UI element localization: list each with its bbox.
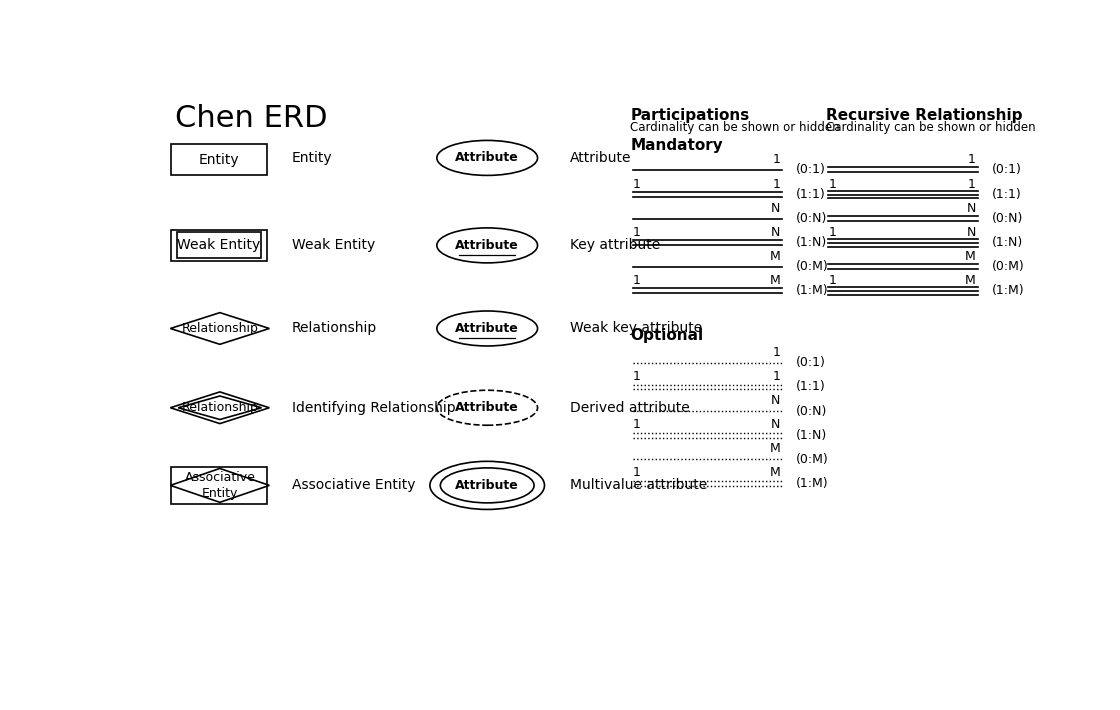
Text: Weak Entity: Weak Entity — [292, 239, 375, 252]
Text: (1:1): (1:1) — [991, 188, 1021, 201]
Text: Associative
Entity: Associative Entity — [185, 471, 255, 500]
Text: 1: 1 — [829, 274, 837, 287]
Text: Entity: Entity — [198, 153, 240, 167]
Text: Derived attribute: Derived attribute — [570, 400, 690, 415]
Text: 1: 1 — [773, 153, 781, 166]
Text: N: N — [967, 202, 976, 214]
Text: Attribute: Attribute — [570, 151, 632, 165]
Text: 1: 1 — [968, 178, 976, 191]
Text: Attribute: Attribute — [456, 151, 519, 165]
Text: (0:1): (0:1) — [796, 356, 827, 369]
Text: 1: 1 — [633, 466, 641, 479]
Text: Relationship: Relationship — [292, 322, 377, 336]
Text: 1: 1 — [633, 274, 641, 287]
Text: (1:M): (1:M) — [796, 476, 829, 490]
Text: M: M — [769, 442, 781, 455]
Text: 1: 1 — [829, 178, 837, 191]
Text: Identifying Relationship: Identifying Relationship — [292, 400, 456, 415]
Text: N: N — [772, 202, 781, 214]
Text: (1:N): (1:N) — [991, 236, 1023, 249]
Text: Chen ERD: Chen ERD — [175, 104, 327, 133]
Text: N: N — [772, 226, 781, 239]
Text: (1:N): (1:N) — [796, 429, 828, 442]
Text: M: M — [965, 250, 976, 263]
Text: M: M — [769, 466, 781, 479]
Text: (0:N): (0:N) — [796, 405, 828, 417]
Text: (1:1): (1:1) — [796, 188, 825, 201]
Text: M: M — [769, 274, 781, 287]
Text: Attribute: Attribute — [456, 479, 519, 492]
Text: Key attribute: Key attribute — [570, 239, 660, 252]
Text: (0:N): (0:N) — [796, 212, 828, 225]
Text: Relationship: Relationship — [181, 322, 259, 335]
Text: Relationship: Relationship — [181, 401, 259, 414]
Text: M: M — [965, 274, 976, 287]
Text: (1:N): (1:N) — [796, 236, 828, 249]
Text: 1: 1 — [968, 153, 976, 166]
Text: (0:M): (0:M) — [796, 453, 829, 466]
Text: (0:1): (0:1) — [991, 163, 1021, 177]
Text: (1:M): (1:M) — [991, 284, 1024, 297]
Text: (1:M): (1:M) — [796, 284, 829, 297]
Text: M: M — [769, 250, 781, 263]
Text: Entity: Entity — [292, 151, 333, 165]
Text: 1: 1 — [633, 178, 641, 191]
Text: Associative Entity: Associative Entity — [292, 479, 416, 492]
Text: 1: 1 — [633, 370, 641, 383]
Text: Attribute: Attribute — [456, 401, 519, 414]
Text: Mandatory: Mandatory — [631, 138, 724, 153]
Text: N: N — [967, 226, 976, 239]
Text: (1:1): (1:1) — [796, 381, 825, 393]
Text: 1: 1 — [633, 226, 641, 239]
Text: 1: 1 — [633, 418, 641, 431]
Text: Weak Entity: Weak Entity — [177, 239, 261, 252]
Text: 1: 1 — [829, 226, 837, 239]
Text: Optional: Optional — [631, 327, 703, 342]
Text: (0:M): (0:M) — [796, 260, 829, 273]
Text: Multivalue attribute: Multivalue attribute — [570, 479, 707, 492]
Text: Participations: Participations — [631, 108, 749, 123]
Text: Attribute: Attribute — [456, 322, 519, 335]
Text: 1: 1 — [773, 370, 781, 383]
Text: Cardinality can be shown or hidden: Cardinality can be shown or hidden — [631, 121, 840, 134]
Text: Recursive Relationship: Recursive Relationship — [825, 108, 1023, 123]
Text: 1: 1 — [773, 178, 781, 191]
Text: (0:1): (0:1) — [796, 163, 827, 177]
Text: (0:M): (0:M) — [991, 260, 1025, 273]
Text: Cardinality can be shown or hidden: Cardinality can be shown or hidden — [825, 121, 1035, 134]
Text: Weak key attribute: Weak key attribute — [570, 322, 702, 336]
Text: N: N — [772, 394, 781, 407]
Text: (0:N): (0:N) — [991, 212, 1023, 225]
Text: Attribute: Attribute — [456, 239, 519, 252]
Text: N: N — [772, 418, 781, 431]
Text: 1: 1 — [773, 346, 781, 359]
